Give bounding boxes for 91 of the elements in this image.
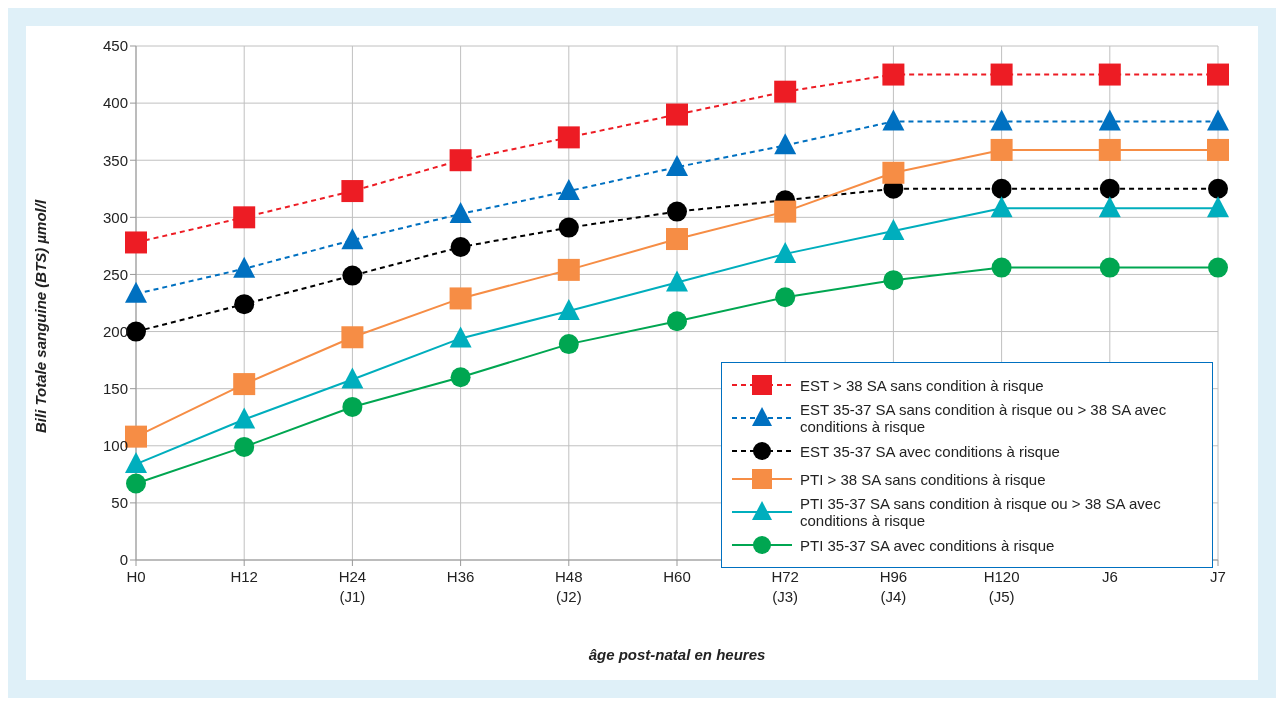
point <box>1208 178 1228 199</box>
point <box>882 219 905 241</box>
point <box>449 149 472 172</box>
point <box>450 237 471 258</box>
point <box>882 109 905 131</box>
point <box>1099 178 1120 199</box>
point <box>1098 196 1121 218</box>
point <box>1207 63 1229 86</box>
point <box>667 311 687 332</box>
y-tick-label: 100 <box>102 437 128 455</box>
point <box>774 200 797 223</box>
point <box>341 228 364 250</box>
point <box>1098 109 1121 131</box>
x-tick-label: H36 <box>446 568 475 585</box>
legend-label: EST 35-37 SA avec conditions à risque <box>800 442 1060 460</box>
y-tick-label: 350 <box>102 151 128 169</box>
point <box>341 367 364 389</box>
y-tick-label: 0 <box>119 551 128 569</box>
y-tick-label: 400 <box>102 94 128 112</box>
point <box>991 257 1012 278</box>
point <box>125 231 147 254</box>
point <box>449 201 472 223</box>
x-tick-label: H24 (J1) <box>338 568 367 605</box>
point <box>1207 109 1229 131</box>
point <box>126 473 146 494</box>
y-tick-label: 250 <box>102 265 128 283</box>
x-tick-label: J6 <box>1101 568 1118 585</box>
x-tick-label: J7 <box>1210 568 1226 585</box>
y-tick-label: 450 <box>102 37 128 55</box>
point <box>990 196 1013 218</box>
y-axis-title: Bili Totale sanguine (BTS) µmol/l <box>32 199 50 433</box>
point <box>883 270 904 291</box>
point <box>1099 257 1120 278</box>
x-tick-label: H0 <box>126 568 146 585</box>
point <box>1207 196 1229 218</box>
y-tick-label: 300 <box>102 208 128 226</box>
point <box>1098 63 1121 86</box>
point <box>1207 138 1229 161</box>
legend-label: PTI 35-37 SA avec conditions à risque <box>800 536 1055 554</box>
point <box>667 201 687 222</box>
legend-label: EST > 38 SA sans condition à risque <box>800 376 1044 394</box>
x-tick-label: H96 (J4) <box>879 568 908 605</box>
point <box>991 178 1012 199</box>
point <box>233 407 256 429</box>
y-tick-label: 50 <box>111 494 128 512</box>
point <box>234 294 255 315</box>
point <box>558 334 579 355</box>
point <box>342 265 363 286</box>
legend-label: EST 35-37 SA sans condition à risque ou > 38 SA avec conditions à risque <box>800 401 1168 435</box>
x-tick-label: H12 <box>230 568 258 585</box>
point <box>557 179 580 201</box>
point <box>234 436 255 457</box>
point <box>450 367 471 388</box>
point <box>125 452 147 474</box>
point <box>666 155 688 177</box>
legend-label: PTI > 38 SA sans conditions à risque <box>800 470 1046 488</box>
x-tick-label: H60 <box>663 568 691 585</box>
point <box>666 228 688 251</box>
point <box>341 326 364 349</box>
point <box>557 126 580 149</box>
point <box>557 258 580 281</box>
point <box>882 63 905 86</box>
point <box>233 256 256 278</box>
point <box>990 63 1013 86</box>
point <box>774 80 797 103</box>
point <box>342 396 363 417</box>
point <box>449 326 472 348</box>
point <box>666 270 688 292</box>
point <box>774 133 797 155</box>
point <box>233 373 256 396</box>
point <box>558 217 579 238</box>
y-tick-label: 150 <box>102 379 128 397</box>
point <box>449 287 472 310</box>
point <box>341 180 364 203</box>
legend-label: PTI 35-37 SA sans condition à risque ou > 38 SA avec conditions à risque <box>800 495 1162 529</box>
point <box>990 109 1013 131</box>
point <box>774 241 797 263</box>
x-tick-label: H120 (J5) <box>983 568 1020 605</box>
point <box>882 161 905 184</box>
x-tick-label: H48 (J2) <box>555 568 583 605</box>
point <box>1208 257 1228 278</box>
point <box>233 206 256 229</box>
point <box>1098 138 1121 161</box>
point <box>557 299 580 320</box>
x-tick-label: H72 (J3) <box>771 568 799 605</box>
point <box>666 103 688 126</box>
point <box>775 287 796 308</box>
point <box>126 321 146 342</box>
point <box>125 281 147 303</box>
point <box>990 138 1013 161</box>
x-axis-title: âge post-natal en heures <box>588 646 766 663</box>
